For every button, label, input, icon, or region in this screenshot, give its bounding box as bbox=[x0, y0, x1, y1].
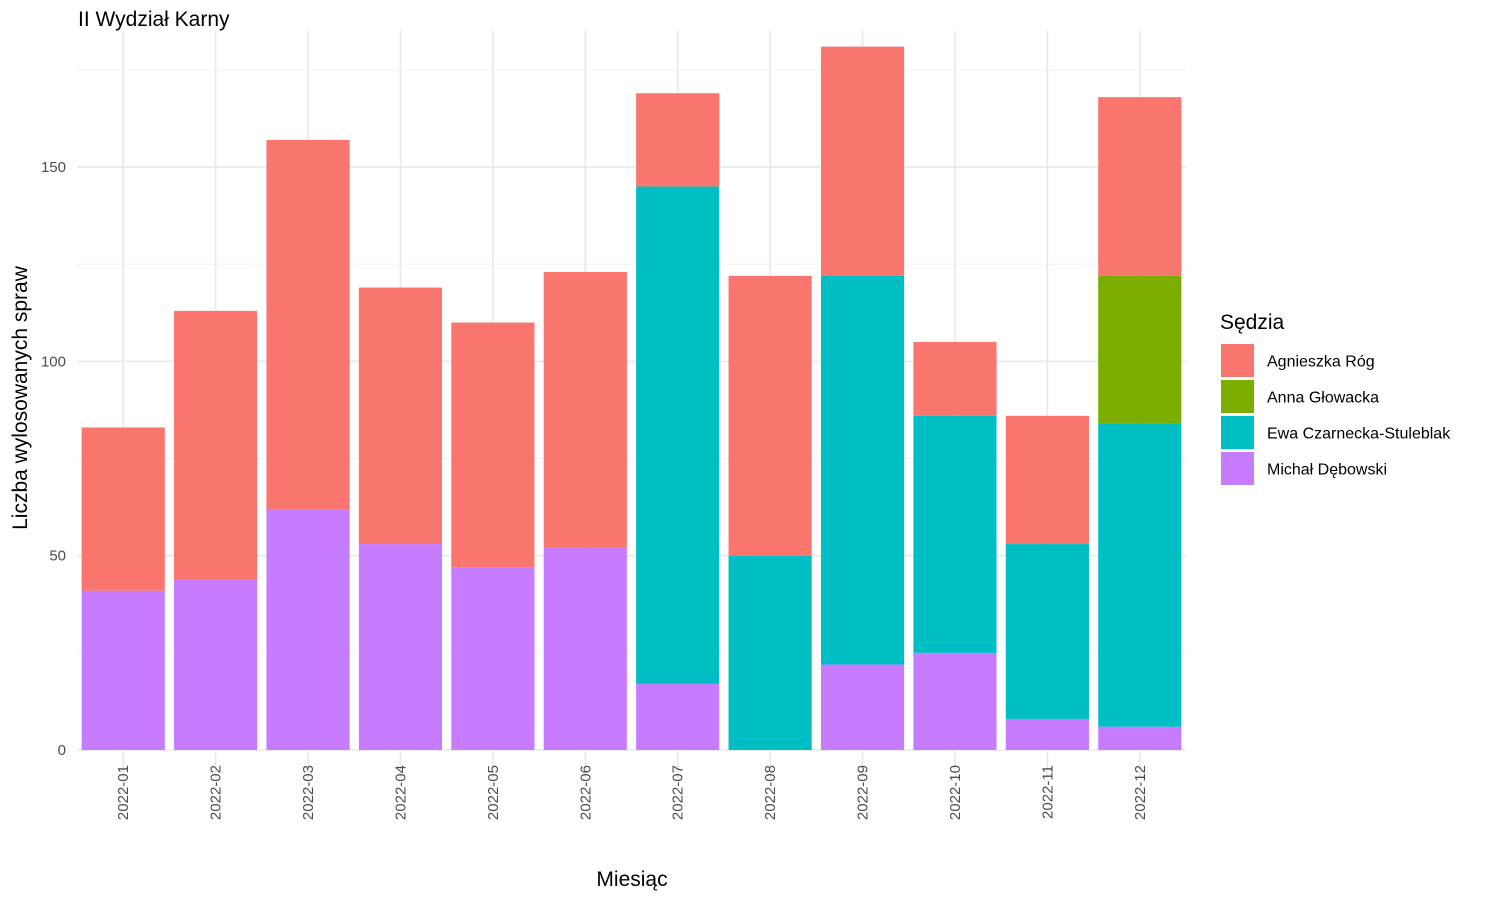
x-tick-label: 2022-12 bbox=[1132, 765, 1149, 820]
y-tick-label: 0 bbox=[58, 742, 66, 759]
bars bbox=[81, 46, 1182, 750]
legend-key bbox=[1221, 344, 1254, 377]
legend-key bbox=[1221, 416, 1254, 449]
bar-segment bbox=[451, 322, 535, 568]
legend-key bbox=[1221, 380, 1254, 413]
legend-label: Anna Głowacka bbox=[1267, 390, 1379, 407]
bar-segment bbox=[174, 310, 258, 580]
x-tick-label: 2022-10 bbox=[947, 765, 964, 820]
bar-segment bbox=[1098, 275, 1182, 424]
x-axis-title: Miesiąc bbox=[596, 868, 667, 891]
x-tick-label: 2022-01 bbox=[115, 765, 132, 820]
x-tick-label: 2022-11 bbox=[1039, 765, 1056, 819]
y-tick-label: 100 bbox=[41, 353, 66, 370]
bar-segment bbox=[1098, 97, 1182, 276]
bar-segment bbox=[1098, 423, 1182, 727]
bar-segment bbox=[81, 427, 165, 591]
chart-title: II Wydział Karny bbox=[78, 8, 230, 31]
bar-segment bbox=[1005, 415, 1089, 545]
x-tick-label: 2022-08 bbox=[762, 765, 779, 820]
bar-segment bbox=[636, 93, 720, 187]
bar-segment bbox=[266, 509, 350, 750]
bar-segment bbox=[266, 139, 350, 510]
legend-label: Agnieszka Róg bbox=[1267, 354, 1375, 371]
legend-key bbox=[1221, 452, 1254, 485]
bar-segment bbox=[636, 186, 720, 684]
y-tick-label: 150 bbox=[41, 159, 66, 176]
x-tick-label: 2022-07 bbox=[670, 765, 687, 820]
bar-segment bbox=[913, 652, 997, 750]
y-axis-title: Liczba wylosowanych spraw bbox=[9, 265, 32, 530]
x-tick-label: 2022-04 bbox=[392, 765, 409, 820]
bar-segment bbox=[358, 287, 443, 545]
bar-segment bbox=[1005, 718, 1089, 750]
bar-segment bbox=[81, 590, 165, 750]
legend-label: Ewa Czarnecka-Stuleblak bbox=[1267, 426, 1451, 443]
x-tick-label: 2022-03 bbox=[300, 765, 317, 820]
legend-label: Michał Dębowski bbox=[1267, 462, 1387, 479]
bar-segment bbox=[1005, 544, 1089, 719]
legend-title: Sędzia bbox=[1220, 311, 1285, 334]
axes: 0 50 100 150 2022-01 2022-02 2022-03 2022-04 202… bbox=[41, 159, 1149, 820]
x-tick-label: 2022-09 bbox=[855, 765, 872, 820]
bar-segment bbox=[913, 415, 997, 653]
bar-segment bbox=[174, 579, 258, 750]
bar-segment bbox=[728, 275, 812, 556]
bar-segment bbox=[728, 555, 812, 750]
bar-segment bbox=[820, 664, 905, 750]
bar-segment bbox=[543, 272, 627, 548]
bar-segment bbox=[913, 341, 997, 416]
bar-segment bbox=[636, 683, 720, 750]
x-tick-label: 2022-05 bbox=[485, 765, 502, 820]
bar-segment bbox=[1098, 726, 1182, 750]
y-tick-label: 50 bbox=[49, 548, 66, 565]
bar-segment bbox=[820, 46, 905, 276]
bar-segment bbox=[358, 544, 443, 750]
bar-segment bbox=[820, 275, 905, 665]
x-tick-label: 2022-06 bbox=[577, 765, 594, 820]
bar-segment bbox=[451, 567, 535, 750]
bar-segment bbox=[543, 547, 627, 750]
legend: Sędzia Agnieszka Róg Anna Głowacka Ewa Cza… bbox=[1220, 311, 1451, 485]
x-tick-label: 2022-02 bbox=[208, 765, 225, 820]
